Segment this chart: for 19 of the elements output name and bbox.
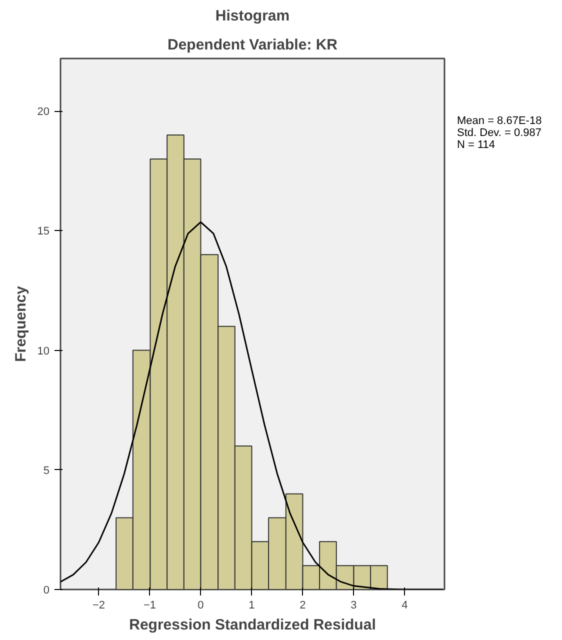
y-tick-label: 5: [43, 464, 50, 477]
y-axis-title: Frequency: [12, 285, 30, 362]
x-tick-label: 0: [198, 600, 204, 612]
x-tick-label: 1: [248, 600, 255, 612]
x-tick-label: −2: [92, 600, 106, 612]
x-tick-label: 3: [350, 600, 357, 612]
text: N = 114: [457, 139, 496, 151]
x-tick-label: 4: [402, 600, 408, 612]
y-tick-label: 20: [37, 106, 50, 118]
text: Mean = 8.67E-18: [457, 115, 542, 127]
x-tick-label: 2: [300, 600, 306, 612]
y-tick-label: 10: [37, 345, 50, 358]
x-tick-label: −1: [143, 600, 156, 612]
chart-subtitle: Dependent Variable: KR: [167, 36, 338, 54]
y-tick-label: 15: [37, 226, 50, 238]
x-axis-title: Regression Standardized Residual: [129, 616, 376, 634]
text: Std. Dev. = 0.987: [457, 127, 542, 139]
y-tick-label: 0: [43, 584, 50, 596]
chart-title: Histogram: [215, 8, 290, 24]
